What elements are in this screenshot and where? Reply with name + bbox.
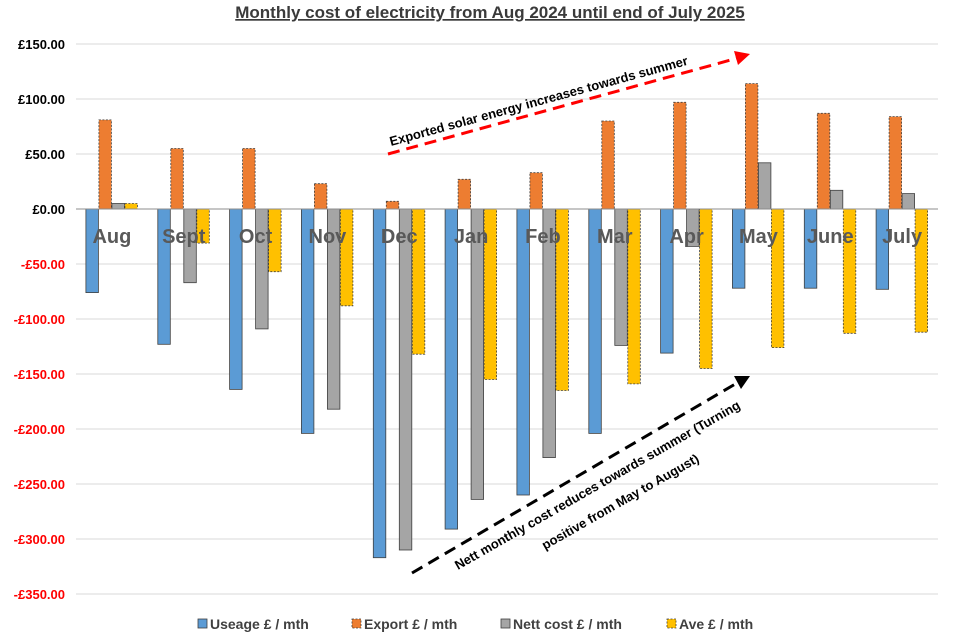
legend-label: Useage £ / mth	[210, 616, 309, 632]
bar-export-july	[888, 116, 902, 210]
legend-label: Export £ / mth	[364, 616, 457, 632]
bar-ave-july	[914, 208, 928, 333]
category-label: June	[807, 226, 854, 248]
bar-nett-july	[901, 193, 915, 210]
bar-ave-apr	[699, 208, 713, 369]
y-tick-label: -£200.00	[14, 422, 65, 437]
bar-useage-may	[732, 208, 746, 289]
y-tick-label: -£250.00	[14, 477, 65, 492]
bar-export-feb	[529, 172, 543, 210]
legend-label: Ave £ / mth	[679, 616, 753, 632]
category-label: Sept	[162, 226, 206, 248]
bar-useage-jan	[444, 208, 459, 530]
bar-ave-feb	[555, 208, 569, 391]
legend-label: Nett cost £ / mth	[513, 616, 622, 632]
legend-swatch	[500, 618, 511, 629]
bar-useage-june	[803, 208, 818, 289]
category-label: May	[739, 226, 779, 248]
category-label: Oct	[239, 226, 273, 248]
bar-export-oct	[242, 148, 256, 210]
legend-swatch	[666, 618, 677, 629]
legend-swatch	[351, 618, 362, 629]
bar-export-aug	[98, 119, 112, 210]
category-label: Mar	[597, 226, 633, 248]
bar-export-may	[745, 83, 759, 210]
bar-nett-jan	[470, 208, 485, 500]
category-labels: Aug Sept Oct Nov Dec Jan Feb Mar Apr May June July	[92, 226, 922, 248]
bar-export-june	[816, 112, 831, 210]
bar-ave-jan	[483, 208, 498, 380]
bar-ave-oct	[268, 208, 282, 273]
bar-export-sept	[170, 148, 184, 210]
y-tick-label: -£300.00	[14, 532, 65, 547]
bars	[85, 83, 928, 559]
category-label: July	[882, 226, 923, 248]
gridlines	[76, 43, 938, 595]
bar-useage-july	[875, 208, 889, 290]
y-tick-label: £50.00	[25, 147, 65, 162]
category-label: Feb	[525, 226, 561, 248]
category-label: Nov	[309, 226, 348, 248]
y-tick-label: -£100.00	[14, 312, 65, 327]
export-trend-arrow-head	[734, 51, 750, 65]
bar-export-jan	[457, 178, 472, 210]
bar-nett-aug	[111, 203, 125, 210]
y-tick-label: £150.00	[18, 37, 65, 52]
category-label: Jan	[454, 226, 488, 248]
bar-export-apr	[673, 101, 687, 210]
category-label: Dec	[381, 226, 418, 248]
bar-ave-dec	[411, 208, 426, 355]
bar-export-mar	[601, 120, 615, 210]
bar-useage-dec	[372, 208, 387, 559]
bar-useage-aug	[85, 208, 99, 293]
category-label: Aug	[92, 226, 131, 248]
bar-ave-aug	[124, 203, 138, 210]
y-tick-label: -£150.00	[14, 367, 65, 382]
bar-nett-dec	[398, 208, 413, 551]
y-tick-label: £0.00	[32, 202, 65, 217]
y-tick-label: -£350.00	[14, 587, 65, 602]
legend-swatch	[197, 618, 208, 629]
bar-ave-mar	[627, 208, 641, 385]
bar-ave-sept	[196, 208, 210, 244]
chart-title: Monthly cost of electricity from Aug 202…	[235, 3, 744, 22]
nett-trend-arrow-line	[411, 381, 738, 575]
bar-export-nov	[313, 183, 328, 210]
bar-ave-may	[771, 208, 785, 349]
bar-useage-feb	[516, 208, 530, 496]
export-trend-arrow-line	[387, 56, 739, 156]
y-axis-tick-labels: £150.00 £100.00 £50.00 £0.00 -£50.00 -£100.00…	[14, 37, 65, 602]
bar-ave-nov	[339, 208, 354, 307]
bar-nett-june	[829, 189, 844, 210]
bar-export-dec	[385, 200, 400, 210]
y-tick-label: -£50.00	[21, 257, 65, 272]
nett-trend-arrow-head	[734, 376, 750, 389]
legend: Useage £ / mth Export £ / mth Nett cost £ …	[197, 616, 753, 632]
category-label: Apr	[669, 226, 704, 248]
bar-ave-june	[842, 208, 857, 334]
bar-nett-may	[758, 162, 772, 210]
y-tick-label: £100.00	[18, 92, 65, 107]
